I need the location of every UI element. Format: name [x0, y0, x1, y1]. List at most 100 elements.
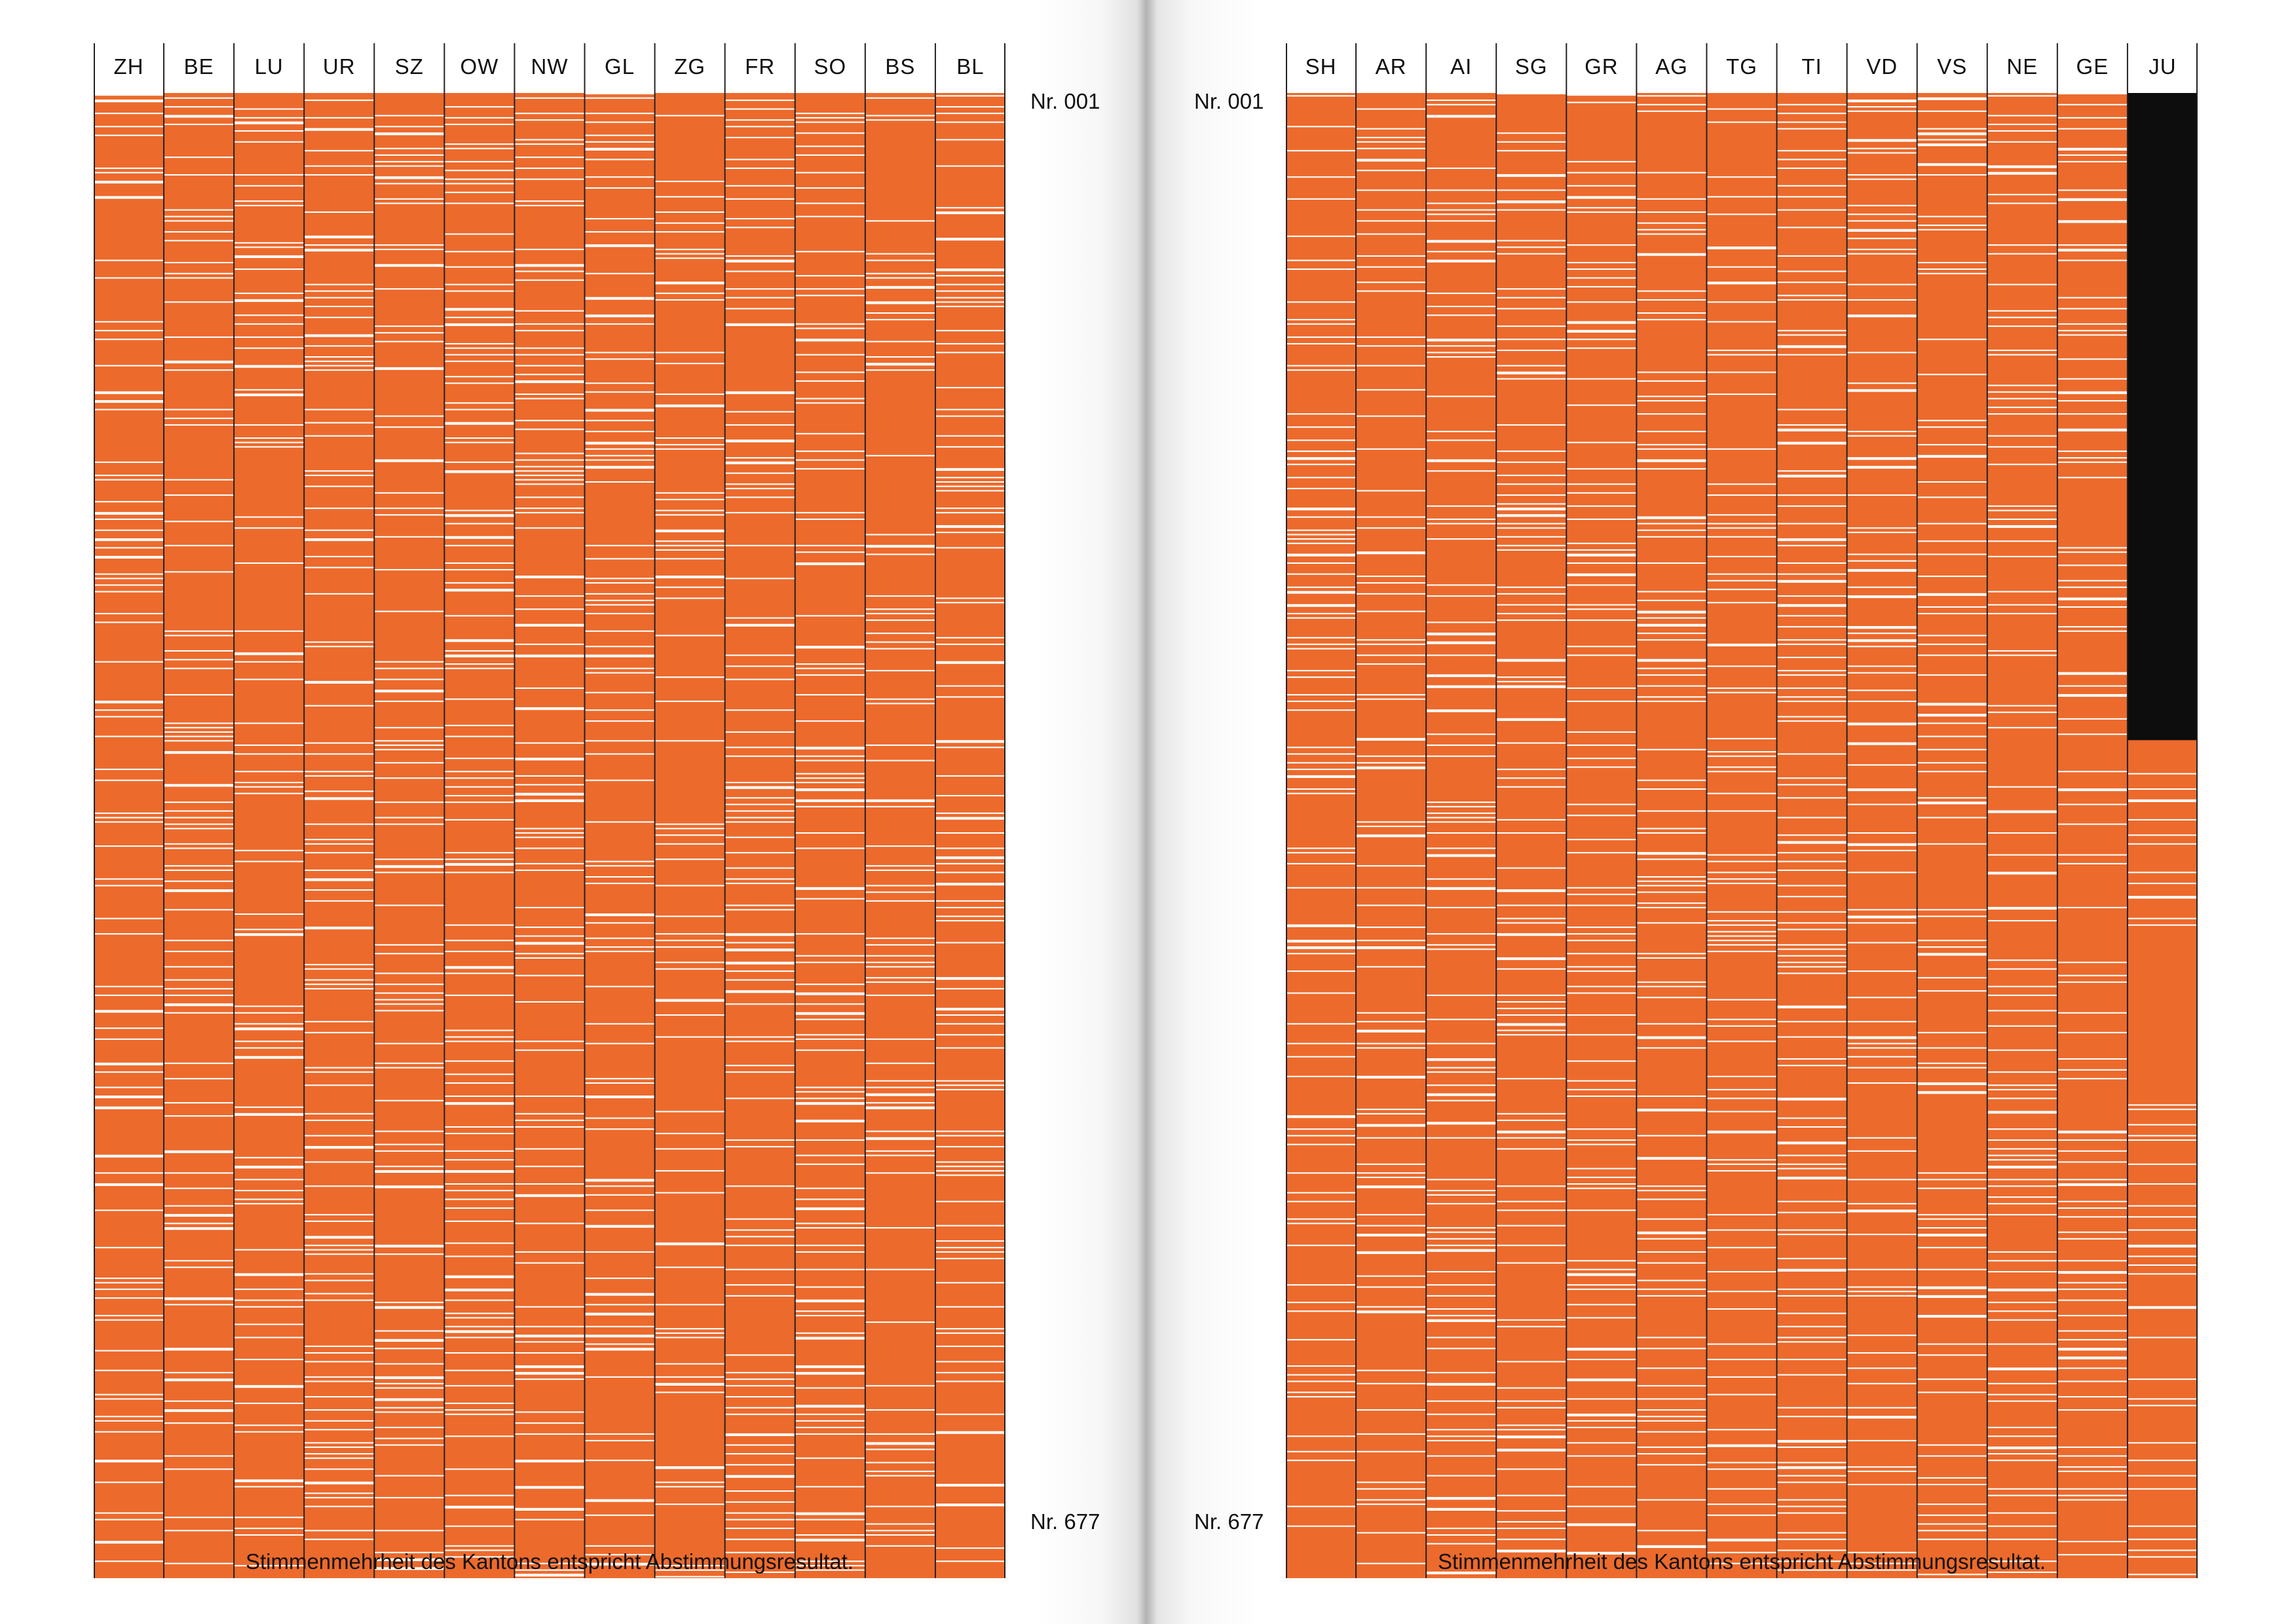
mismatch-stripe [234, 292, 305, 294]
mismatch-stripe [1776, 700, 1847, 703]
mismatch-stripe [795, 1163, 865, 1165]
mismatch-stripe [724, 1378, 795, 1380]
mismatch-stripe [444, 123, 515, 125]
mismatch-stripe [304, 1361, 375, 1363]
mismatch-stripe [1496, 93, 1567, 95]
mismatch-stripe [1917, 1067, 1987, 1069]
mismatch-stripe [94, 501, 164, 503]
mismatch-stripe [304, 1185, 375, 1187]
mismatch-stripe [1987, 906, 2057, 910]
mismatch-stripe [1496, 957, 1567, 961]
mismatch-stripe [584, 1439, 655, 1442]
mismatch-stripe [654, 1564, 725, 1566]
mismatch-stripe [1356, 209, 1427, 211]
column-label-be: BE [183, 54, 214, 79]
mismatch-stripe [1987, 407, 2057, 409]
mismatch-stripe [444, 872, 515, 874]
mismatch-stripe [795, 747, 865, 750]
mismatch-stripe [1917, 132, 1987, 136]
mismatch-stripe [304, 1236, 375, 1239]
mismatch-stripe [164, 360, 235, 363]
mismatch-stripe [1566, 1187, 1637, 1189]
mismatch-stripe [1987, 968, 2057, 970]
mismatch-stripe [374, 992, 445, 994]
mismatch-stripe [304, 889, 375, 891]
mismatch-stripe [514, 270, 585, 272]
mismatch-stripe [1286, 268, 1357, 270]
mismatch-stripe [514, 792, 585, 796]
mismatch-stripe [1286, 762, 1357, 764]
mismatch-stripe [1496, 288, 1567, 290]
mismatch-stripe [514, 1574, 585, 1577]
mismatch-stripe [795, 674, 865, 676]
mismatch-stripe [1776, 972, 1847, 974]
mismatch-stripe [444, 266, 515, 268]
mismatch-stripe [1496, 1424, 1567, 1426]
mismatch-stripe [1987, 1488, 2057, 1490]
mismatch-stripe [514, 836, 585, 838]
mismatch-stripe [1917, 1247, 1987, 1249]
mismatch-stripe [2057, 1338, 2128, 1340]
mismatch-stripe [514, 143, 585, 145]
mismatch-stripe [654, 635, 725, 637]
mismatch-stripe [935, 915, 1005, 917]
mismatch-stripe [654, 253, 725, 255]
mismatch-stripe [1286, 235, 1357, 237]
mismatch-stripe [584, 93, 655, 95]
mismatch-stripe [584, 865, 655, 867]
mismatch-stripe [234, 1424, 305, 1426]
mismatch-stripe [94, 716, 164, 718]
mismatch-stripe [1847, 174, 1917, 176]
mismatch-stripe [94, 547, 164, 549]
mismatch-stripe [374, 183, 445, 185]
mismatch-stripe [234, 389, 305, 391]
mismatch-stripe [374, 1475, 445, 1477]
mismatch-stripe [865, 97, 935, 99]
mismatch-stripe [935, 1088, 1005, 1091]
mismatch-stripe [584, 1209, 655, 1211]
mismatch-stripe [654, 1014, 725, 1016]
column-label-fr: FR [745, 54, 776, 79]
mismatch-stripe [514, 869, 585, 872]
mismatch-stripe [374, 492, 445, 494]
mismatch-stripe [1987, 518, 2057, 520]
mismatch-stripe [935, 352, 1005, 354]
mismatch-stripe [1356, 946, 1427, 950]
mismatch-stripe [94, 1154, 164, 1158]
mismatch-stripe [1706, 121, 1777, 123]
mismatch-stripe [444, 360, 515, 362]
mismatch-stripe [1356, 1251, 1427, 1254]
mismatch-stripe [1636, 591, 1707, 593]
mismatch-stripe [1987, 1196, 2057, 1198]
mismatch-stripe [1847, 457, 1917, 460]
mismatch-stripe [1636, 1464, 1707, 1466]
mismatch-stripe [514, 1262, 585, 1264]
mismatch-stripe [1426, 538, 1497, 540]
mismatch-stripe [1496, 527, 1567, 529]
mismatch-stripe [1987, 555, 2057, 557]
mismatch-stripe [1776, 841, 1847, 844]
mismatch-stripe [935, 685, 1005, 687]
mismatch-stripe [935, 1135, 1005, 1137]
end-label-right: Nr. 677 [1194, 1509, 1264, 1534]
mismatch-stripe [1356, 448, 1427, 450]
mismatch-stripe [795, 339, 865, 342]
mismatch-stripe [1847, 299, 1917, 301]
mismatch-stripe [795, 1560, 865, 1562]
mismatch-stripe [374, 514, 445, 516]
mismatch-stripe [724, 665, 795, 667]
mismatch-stripe [1847, 494, 1917, 496]
mismatch-stripe [654, 444, 725, 446]
mismatch-stripe [1426, 505, 1497, 507]
mismatch-stripe [935, 1483, 1005, 1487]
mismatch-stripe [795, 511, 865, 513]
mismatch-stripe [1426, 1227, 1497, 1229]
mismatch-stripe [1566, 1442, 1637, 1444]
mismatch-stripe [795, 380, 865, 382]
mismatch-stripe [234, 781, 305, 784]
mismatch-stripe [1706, 924, 1777, 926]
mismatch-stripe [1987, 1251, 2057, 1253]
mismatch-stripe [584, 1460, 655, 1462]
mismatch-stripe [935, 1023, 1005, 1025]
mismatch-stripe [654, 540, 725, 542]
